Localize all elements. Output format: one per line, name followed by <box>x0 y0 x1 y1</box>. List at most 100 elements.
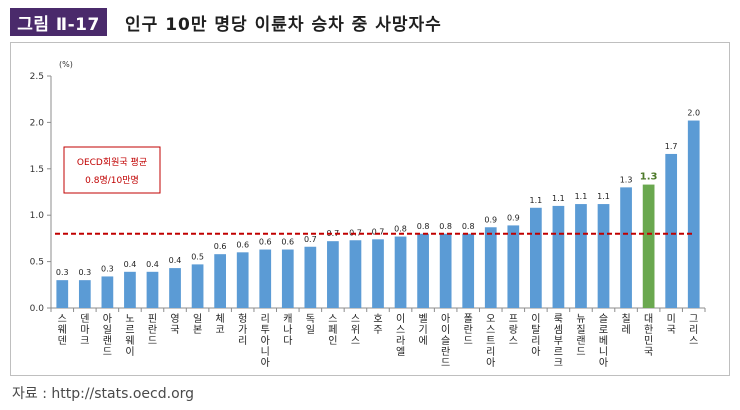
bar <box>169 268 181 308</box>
bar <box>620 187 632 308</box>
bar <box>349 240 362 308</box>
bar <box>665 153 678 308</box>
bar <box>236 252 249 308</box>
y-tick-label: 1.0 <box>30 211 45 221</box>
bar <box>462 233 475 308</box>
y-tick-label: 2.5 <box>30 72 44 82</box>
data-label: 0.3 <box>78 268 91 277</box>
data-label: 0.6 <box>259 238 272 247</box>
data-label: 0.8 <box>462 222 475 231</box>
average-box-label: OECD회원국 평균 <box>77 157 147 168</box>
data-label: 0.4 <box>169 256 182 265</box>
bar <box>214 254 227 308</box>
source-note: 자료 : http://stats.oecd.org <box>12 386 195 402</box>
bar <box>484 227 497 308</box>
data-label: 0.6 <box>281 238 294 247</box>
unit-label: (%) <box>59 60 73 69</box>
bar <box>687 120 700 308</box>
bar <box>327 241 339 308</box>
data-label: 0.8 <box>417 222 430 231</box>
chart-frame: 0.0 0.5 1.0 1.5 2.0 2.5 (%) 0.3 스 웨 덴 0.3 덴 마 크 0.3 아 일 랜 드… <box>10 42 730 376</box>
data-label: 0.7 <box>349 228 362 237</box>
average-box-value: 0.8명/10만명 <box>85 175 139 186</box>
data-label: 1.3 <box>640 172 658 183</box>
figure-label: 그림 Ⅱ-17 <box>10 8 107 36</box>
bar <box>417 233 429 308</box>
bar <box>529 207 542 308</box>
bar <box>56 280 69 308</box>
bar-chart: 0.0 0.5 1.0 1.5 2.0 2.5 (%) 0.3 스 웨 덴 0.3 덴 마 크 0.3 아 일 랜 드… <box>30 60 706 369</box>
bar <box>575 204 587 308</box>
data-label: 0.5 <box>191 252 204 261</box>
bar <box>78 280 91 308</box>
bar <box>304 246 317 308</box>
bar <box>146 271 159 308</box>
data-label: 0.8 <box>439 222 452 231</box>
bar <box>642 184 655 308</box>
data-label: 0.9 <box>484 215 497 224</box>
data-label: 2.0 <box>687 109 700 118</box>
data-label: 1.7 <box>665 142 678 151</box>
bar <box>101 276 114 308</box>
data-label: 0.6 <box>214 242 227 251</box>
bar <box>552 205 565 308</box>
bar <box>191 264 204 308</box>
data-label: 0.3 <box>101 264 114 273</box>
data-label: 1.1 <box>552 194 565 203</box>
data-label: 0.7 <box>327 229 340 238</box>
data-label: 0.9 <box>507 213 520 222</box>
y-tick-label: 0.0 <box>30 304 45 314</box>
bar <box>394 236 407 308</box>
bar <box>259 249 272 308</box>
data-label: 1.1 <box>575 192 588 201</box>
y-tick-label: 1.5 <box>30 165 44 175</box>
data-label: 0.7 <box>372 227 385 236</box>
bar <box>597 204 610 308</box>
data-label: 0.6 <box>236 240 249 249</box>
data-label: 1.3 <box>620 175 633 184</box>
data-label: 0.3 <box>56 268 69 277</box>
data-label: 0.4 <box>146 260 159 269</box>
bar <box>281 249 294 308</box>
bar <box>507 225 520 308</box>
data-label: 0.8 <box>394 225 407 234</box>
data-label: 0.7 <box>304 235 317 244</box>
average-box <box>63 146 161 194</box>
y-tick-label: 0.5 <box>30 258 44 268</box>
data-label: 1.1 <box>597 192 610 201</box>
bar <box>439 233 452 308</box>
bar <box>372 239 384 308</box>
y-tick-label: 2.0 <box>30 118 45 128</box>
data-label: 0.4 <box>124 260 137 269</box>
chart-title: 인구 10만 명당 이륜차 승차 중 사망자수 <box>125 15 442 35</box>
